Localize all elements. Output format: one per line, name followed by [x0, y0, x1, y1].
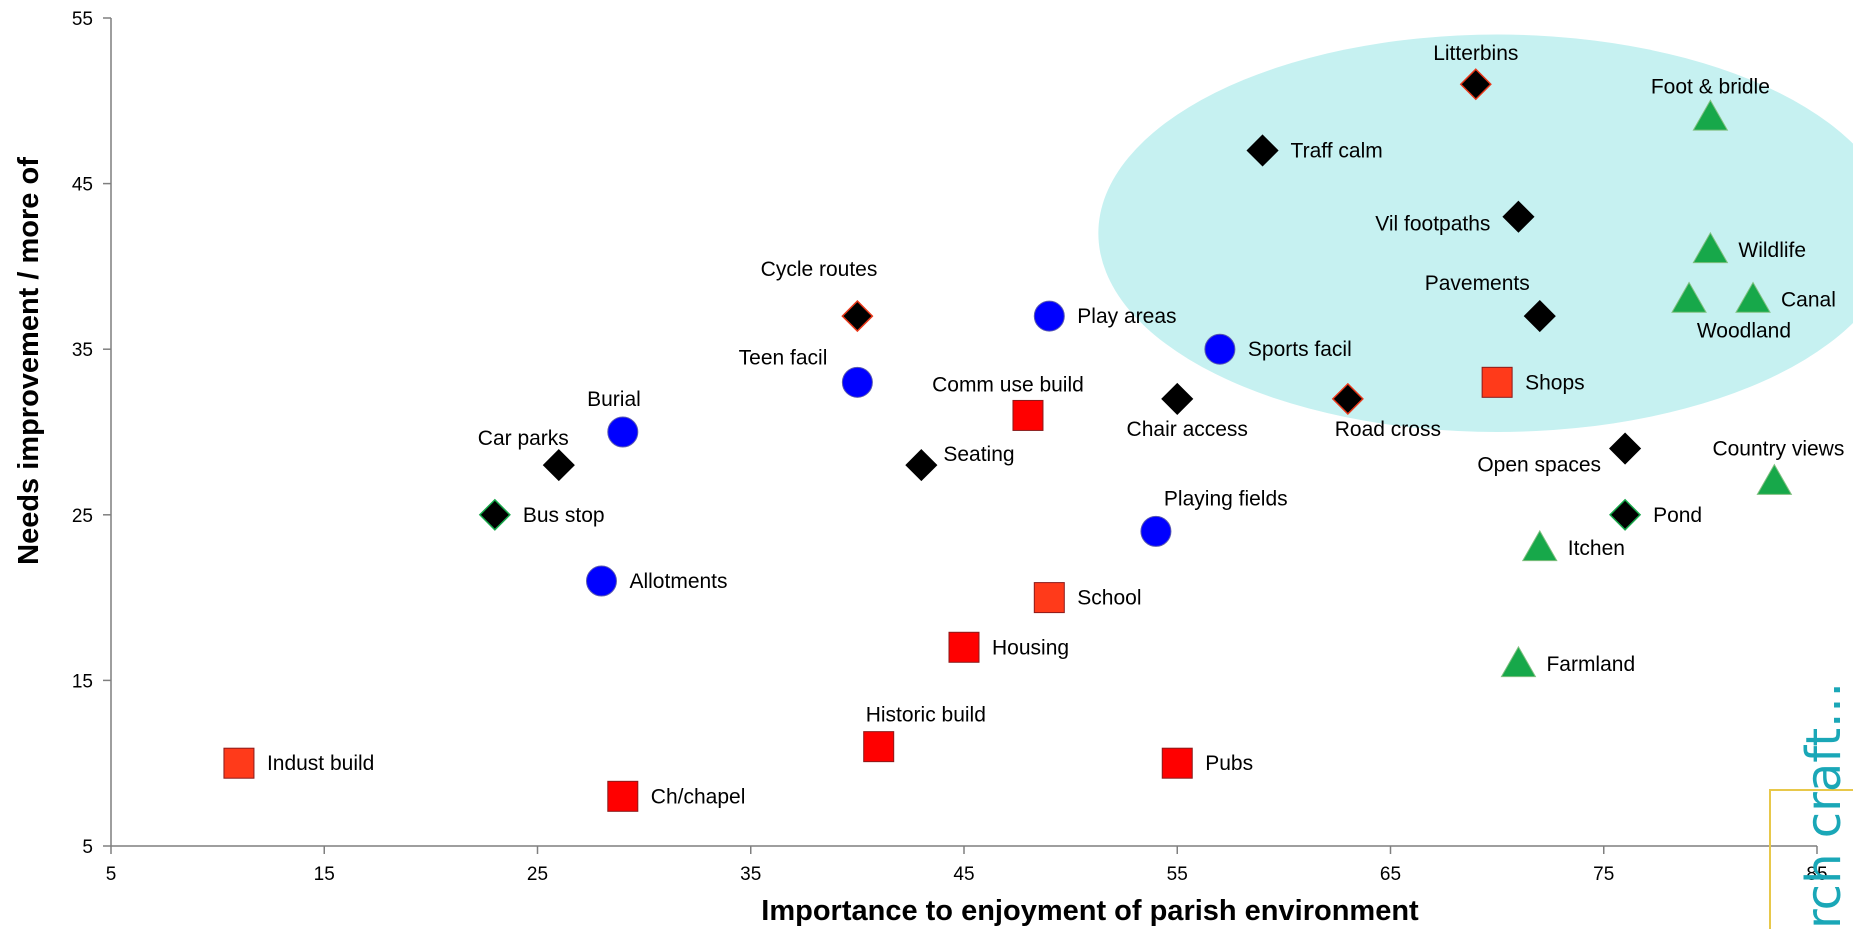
point-label-litterbins: Litterbins: [1433, 42, 1518, 65]
point-label-play-areas: Play areas: [1077, 305, 1176, 328]
point-label-allotments: Allotments: [629, 570, 727, 593]
point-pond-diamond: [1609, 498, 1642, 531]
point-label-ch-chapel: Ch/chapel: [651, 785, 746, 808]
point-comm-use-build-square: [1012, 399, 1044, 431]
point-country-views-triangle: [1756, 463, 1793, 495]
point-label-traff-calm: Traff calm: [1291, 139, 1383, 162]
y-tick-label: 5: [82, 837, 93, 858]
point-bus-stop-diamond: [478, 498, 511, 531]
data-points: [223, 68, 1793, 812]
point-label-canal: Canal: [1781, 289, 1836, 312]
point-label-foot-bridle: Foot & bridle: [1651, 75, 1770, 98]
point-farmland-triangle: [1500, 645, 1537, 678]
point-canal-triangle: [1735, 281, 1771, 313]
point-label-pubs: Pubs: [1205, 752, 1253, 775]
x-tick-label: 55: [1167, 864, 1188, 885]
point-label-historic-build: Historic build: [866, 704, 986, 727]
point-historic-build-square: [863, 731, 895, 763]
point-label-seating: Seating: [943, 443, 1014, 466]
point-chair-access-diamond: [1161, 382, 1194, 415]
point-vil-footpaths-diamond: [1502, 200, 1535, 233]
point-burial-circle: [607, 416, 639, 448]
point-label-teen-facil: Teen facil: [739, 346, 828, 369]
y-tick-label: 45: [72, 175, 93, 196]
x-tick-label: 15: [314, 864, 335, 885]
x-tick-label: 45: [953, 864, 974, 885]
y-tick-label: 35: [72, 340, 93, 361]
point-cycle-routes-diamond: [841, 300, 874, 333]
point-housing-square: [948, 631, 980, 663]
point-label-chair-access: Chair access: [1127, 418, 1248, 441]
point-label-itchen: Itchen: [1568, 537, 1625, 560]
point-label-cycle-routes: Cycle routes: [761, 258, 878, 281]
point-pavements-diamond: [1523, 300, 1556, 333]
point-label-playing-fields: Playing fields: [1164, 487, 1288, 510]
highlight-ellipse: [1098, 34, 1853, 432]
point-play-areas-circle: [1033, 300, 1065, 332]
axes: [103, 17, 1818, 854]
point-label-bus-stop: Bus stop: [523, 504, 605, 527]
point-pubs-square: [1161, 747, 1193, 779]
point-seating-diamond: [905, 449, 938, 482]
x-tick-label: 75: [1593, 864, 1614, 885]
watermark-frame: [1769, 789, 1853, 929]
y-tick-label: 15: [72, 671, 93, 692]
watermark-logo: rch craft...: [1769, 682, 1853, 929]
point-open-spaces-diamond: [1609, 432, 1642, 465]
point-ch-chapel-square: [607, 780, 639, 812]
point-shops-square: [1481, 366, 1513, 398]
point-label-woodland: Woodland: [1697, 320, 1791, 343]
point-label-wildlife: Wildlife: [1738, 239, 1806, 262]
x-tick-label: 65: [1380, 864, 1401, 885]
point-label-open-spaces: Open spaces: [1477, 454, 1601, 477]
point-indust-build-square: [223, 747, 255, 779]
point-traff-calm-diamond: [1246, 134, 1279, 167]
x-tick-label: 85: [1806, 864, 1827, 885]
point-woodland-triangle: [1671, 281, 1707, 313]
point-litterbins-diamond: [1459, 68, 1492, 101]
point-label-road-cross: Road cross: [1335, 418, 1441, 441]
point-car-parks-diamond: [542, 449, 575, 482]
x-tick-label: 25: [527, 864, 548, 885]
point-label-country-views: Country views: [1712, 438, 1844, 461]
point-road-cross-diamond: [1331, 382, 1364, 415]
x-axis-title: Importance to enjoyment of parish enviro…: [761, 895, 1419, 927]
point-sports-facil-circle: [1204, 333, 1236, 365]
point-label-pond: Pond: [1653, 504, 1702, 527]
point-label-vil-footpaths: Vil footpaths: [1375, 213, 1490, 236]
highlight-ellipse-layer: [1098, 34, 1853, 432]
point-teen-facil-circle: [841, 366, 873, 398]
point-label-shops: Shops: [1525, 371, 1585, 394]
y-axis-title: Needs improvement / more of: [13, 157, 45, 565]
y-tick-label: 55: [72, 9, 93, 30]
x-tick-label: 35: [740, 864, 761, 885]
point-itchen-triangle: [1521, 529, 1558, 562]
point-allotments-circle: [585, 565, 617, 597]
y-tick-label: 25: [72, 506, 93, 527]
point-label-sports-facil: Sports facil: [1248, 338, 1352, 361]
point-label-car-parks: Car parks: [478, 427, 569, 450]
x-tick-label: 5: [106, 864, 117, 885]
point-school-square: [1033, 582, 1065, 614]
point-label-indust-build: Indust build: [267, 752, 374, 775]
point-label-school: School: [1077, 587, 1141, 610]
point-label-farmland: Farmland: [1546, 653, 1635, 676]
watermark-text: rch craft...: [1796, 682, 1852, 929]
point-label-burial: Burial: [587, 388, 641, 411]
point-playing-fields-circle: [1140, 515, 1172, 547]
point-labels: Litterbins Traff calm Vil footpaths Cycle r…: [267, 42, 1844, 808]
tick-labels: 5 15 25 35 45 55 65 75 85 5 15 25 35 45 55: [72, 9, 1828, 885]
point-label-pavements: Pavements: [1425, 272, 1530, 295]
point-label-comm-use-build: Comm use build: [932, 373, 1084, 396]
point-wildlife-triangle: [1692, 231, 1729, 264]
point-label-housing: Housing: [992, 636, 1069, 659]
point-foot-bridle-triangle: [1692, 99, 1729, 131]
